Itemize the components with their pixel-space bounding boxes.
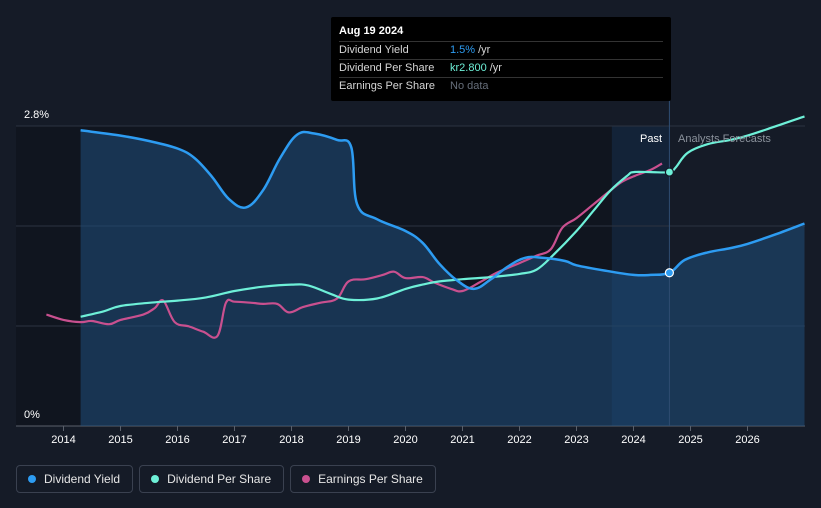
tooltip-unit: /yr	[478, 44, 491, 56]
tooltip-row-earnings-per-share: Earnings Per Share No data	[339, 77, 663, 95]
legend-item-dividend-per-share[interactable]: Dividend Per Share	[139, 465, 285, 493]
x-tick-label: 2014	[51, 434, 75, 446]
tooltip-label: Earnings Per Share	[339, 80, 435, 92]
legend-item-earnings-per-share[interactable]: Earnings Per Share	[290, 465, 436, 493]
x-tick-label: 2022	[507, 434, 531, 446]
x-tick-label: 2024	[621, 434, 645, 446]
tooltip-value: kr2.800	[450, 62, 487, 74]
x-tick-label: 2023	[564, 434, 588, 446]
x-tick-label: 2019	[336, 434, 360, 446]
dividend-yield-area	[80, 130, 805, 427]
tooltip-value: 1.5%	[450, 44, 476, 56]
legend-label: Earnings Per Share	[318, 472, 423, 486]
tooltip-date: Aug 19 2024	[339, 25, 404, 37]
tooltip-label: Dividend Yield	[339, 44, 409, 56]
y-tick-label-top: 2.8%	[24, 109, 49, 121]
x-tick-label: 2015	[108, 434, 132, 446]
legend-dot	[28, 475, 36, 483]
past-label: Past	[640, 133, 662, 145]
earnings-per-share-line[interactable]	[46, 162, 663, 339]
legend-label: Dividend Yield	[44, 472, 121, 486]
tooltip-label: Dividend Per Share	[339, 62, 435, 74]
tooltip-row-dividend-per-share: Dividend Per Share kr2.800 /yr	[339, 59, 663, 77]
x-tick-label: 2018	[279, 434, 303, 446]
dividend-yield-marker	[664, 268, 675, 278]
x-tick-label: 2026	[735, 434, 759, 446]
x-axis-ticks: 2014 2015 2016 2017 2018 2019 2020 2021 2022 2023…	[51, 426, 760, 446]
legend-label: Dividend Per Share	[167, 472, 272, 486]
x-tick-label: 2016	[165, 434, 189, 446]
x-tick-label: 2017	[222, 434, 246, 446]
tooltip-row-dividend-yield: Dividend Yield 1.5% /yr	[339, 41, 663, 59]
y-tick-label-bottom: 0%	[24, 409, 40, 421]
x-tick-label: 2025	[678, 434, 702, 446]
legend-item-dividend-yield[interactable]: Dividend Yield	[16, 465, 134, 493]
x-tick-label: 2021	[450, 434, 474, 446]
tooltip: Aug 19 2024 Dividend Yield 1.5% /yr Divi…	[331, 17, 671, 101]
legend-dot	[302, 475, 311, 483]
legend-dot	[151, 475, 160, 483]
x-tick-label: 2020	[393, 434, 417, 446]
tooltip-value: No data	[450, 80, 489, 92]
analysts-forecasts-label: Analysts Forecasts	[678, 133, 771, 145]
tooltip-unit: /yr	[489, 62, 502, 74]
legend: Dividend Yield Dividend Per Share Earnin…	[16, 465, 436, 493]
dividend-per-share-marker	[664, 167, 675, 177]
dividend-per-share-line[interactable]	[80, 115, 805, 318]
